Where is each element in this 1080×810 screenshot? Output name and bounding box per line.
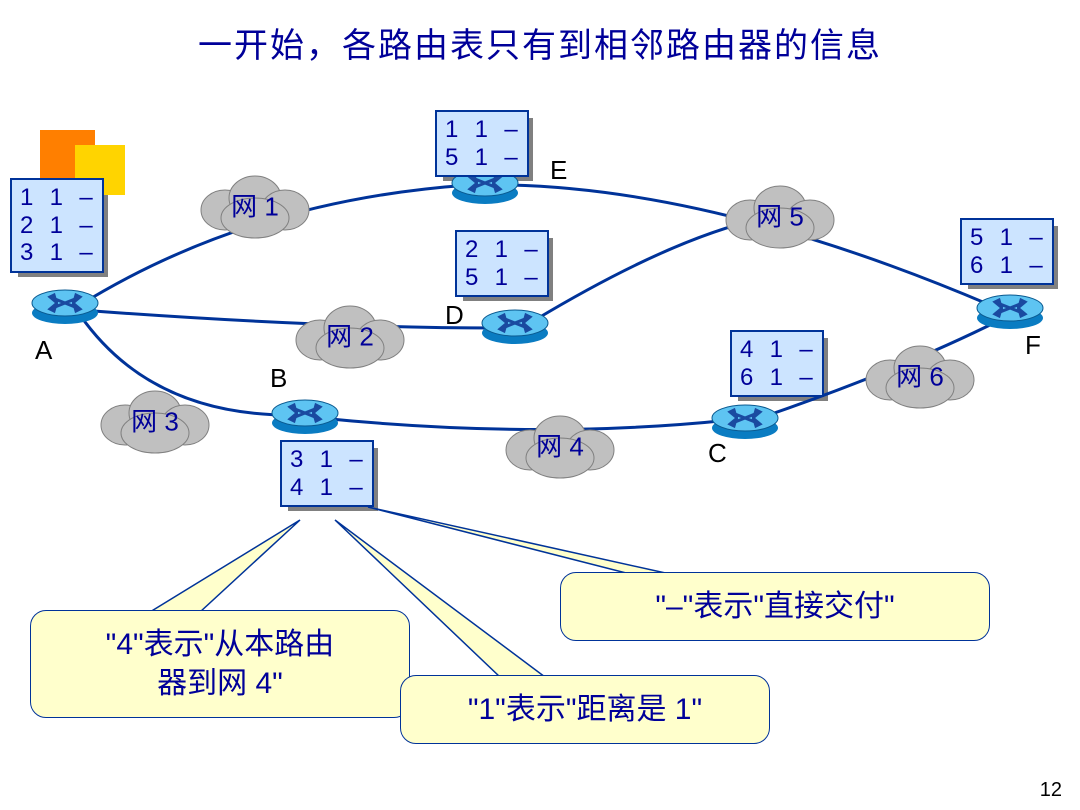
router-label-A: A	[35, 335, 52, 366]
callout-net4: "4"表示"从本路由 器到网 4"	[30, 610, 410, 718]
callout-text: 器到网 4"	[49, 664, 391, 703]
page-number: 12	[1040, 779, 1062, 802]
table-row: 1 1 –	[20, 184, 94, 212]
cloud-label: 网 1	[231, 187, 279, 224]
cloud-label: 网 6	[896, 357, 944, 394]
cloud-label: 网 4	[536, 427, 584, 464]
cloud-label: 网 5	[756, 197, 804, 234]
table-row: 1 1 –	[445, 116, 519, 144]
routing-table-C: 4 1 –6 1 –	[730, 330, 824, 397]
table-row: 5 1 –	[445, 144, 519, 172]
network-cloud-net1: 网 1	[195, 170, 315, 240]
table-row: 2 1 –	[20, 212, 94, 240]
table-row: 6 1 –	[970, 252, 1044, 280]
routing-table-B: 3 1 –4 1 –	[280, 440, 374, 507]
callout-direct: "–"表示"直接交付"	[560, 572, 990, 641]
router-label-C: C	[708, 438, 727, 469]
table-row: 2 1 –	[465, 236, 539, 264]
table-row: 4 1 –	[290, 474, 364, 502]
routing-table-D: 2 1 –5 1 –	[455, 230, 549, 297]
router-C	[710, 400, 780, 440]
table-row: 4 1 –	[740, 336, 814, 364]
callout-text: "–"表示"直接交付"	[579, 587, 971, 626]
routing-table-A: 1 1 –2 1 –3 1 –	[10, 178, 104, 273]
router-label-E: E	[550, 155, 567, 186]
callout-text: "1"表示"距离是 1"	[419, 690, 751, 729]
table-row: 5 1 –	[970, 224, 1044, 252]
table-row: 3 1 –	[290, 446, 364, 474]
router-F	[975, 290, 1045, 330]
cloud-label: 网 2	[326, 317, 374, 354]
table-row: 6 1 –	[740, 364, 814, 392]
routing-table-F: 5 1 –6 1 –	[960, 218, 1054, 285]
router-A	[30, 285, 100, 325]
cloud-label: 网 3	[131, 402, 179, 439]
table-row: 5 1 –	[465, 264, 539, 292]
callout-distance: "1"表示"距离是 1"	[400, 675, 770, 744]
network-cloud-net6: 网 6	[860, 340, 980, 410]
network-cloud-net4: 网 4	[500, 410, 620, 480]
router-label-B: B	[270, 363, 287, 394]
network-cloud-net2: 网 2	[290, 300, 410, 370]
router-B	[270, 395, 340, 435]
table-row: 3 1 –	[20, 239, 94, 267]
router-D	[480, 305, 550, 345]
router-label-F: F	[1025, 330, 1041, 361]
network-cloud-net3: 网 3	[95, 385, 215, 455]
routing-table-E: 1 1 –5 1 –	[435, 110, 529, 177]
callout-text: "4"表示"从本路由	[49, 625, 391, 664]
network-cloud-net5: 网 5	[720, 180, 840, 250]
router-label-D: D	[445, 300, 464, 331]
